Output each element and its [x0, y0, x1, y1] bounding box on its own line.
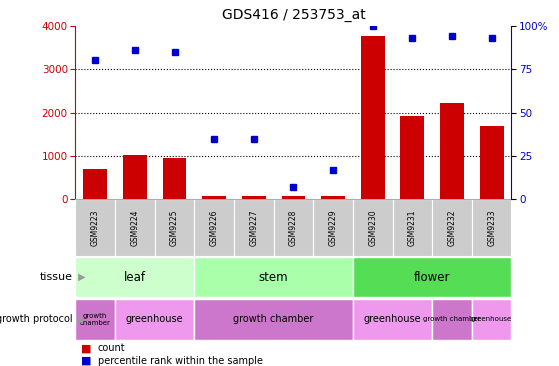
- Text: GSM9223: GSM9223: [91, 210, 100, 246]
- Text: ▶: ▶: [75, 314, 86, 324]
- Text: ▶: ▶: [75, 272, 86, 282]
- Bar: [234, 199, 274, 256]
- Bar: [163, 158, 187, 199]
- Bar: [400, 116, 424, 199]
- Bar: [75, 199, 115, 256]
- Text: GSM9226: GSM9226: [210, 210, 219, 246]
- Text: GSM9227: GSM9227: [249, 210, 258, 246]
- Bar: [83, 169, 107, 199]
- Bar: [195, 199, 234, 256]
- Bar: [155, 199, 195, 256]
- Text: stem: stem: [259, 271, 288, 284]
- Bar: [75, 299, 115, 340]
- Bar: [361, 36, 385, 199]
- Bar: [353, 199, 392, 256]
- Text: greenhouse: greenhouse: [471, 316, 512, 322]
- Bar: [472, 199, 511, 256]
- Bar: [115, 199, 155, 256]
- Bar: [123, 155, 147, 199]
- Bar: [472, 299, 511, 340]
- Text: ■: ■: [81, 355, 92, 366]
- Bar: [195, 257, 353, 298]
- Text: leaf: leaf: [124, 271, 146, 284]
- Bar: [195, 299, 353, 340]
- Bar: [392, 199, 432, 256]
- Text: growth chamber: growth chamber: [234, 314, 314, 324]
- Bar: [274, 199, 313, 256]
- Bar: [321, 196, 345, 199]
- Text: ■: ■: [81, 343, 92, 354]
- Bar: [242, 197, 266, 199]
- Text: GSM9231: GSM9231: [408, 210, 417, 246]
- Text: growth protocol: growth protocol: [0, 314, 73, 324]
- Text: GSM9225: GSM9225: [170, 210, 179, 246]
- Text: flower: flower: [414, 271, 451, 284]
- Bar: [313, 199, 353, 256]
- Bar: [75, 257, 195, 298]
- Text: growth chamber: growth chamber: [423, 316, 481, 322]
- Bar: [440, 102, 464, 199]
- Text: GSM9233: GSM9233: [487, 209, 496, 246]
- Bar: [353, 299, 432, 340]
- Text: tissue: tissue: [40, 272, 73, 282]
- Text: GSM9232: GSM9232: [448, 210, 457, 246]
- Text: greenhouse: greenhouse: [364, 314, 421, 324]
- Text: GSM9224: GSM9224: [130, 210, 139, 246]
- Text: growth
chamber: growth chamber: [80, 313, 111, 326]
- Bar: [202, 196, 226, 199]
- Text: percentile rank within the sample: percentile rank within the sample: [98, 355, 263, 366]
- Bar: [480, 127, 504, 199]
- Text: GSM9230: GSM9230: [368, 209, 377, 246]
- Text: GSM9228: GSM9228: [289, 210, 298, 246]
- Text: count: count: [98, 343, 125, 354]
- Bar: [282, 197, 305, 199]
- Bar: [353, 257, 511, 298]
- Text: greenhouse: greenhouse: [126, 314, 183, 324]
- Title: GDS416 / 253753_at: GDS416 / 253753_at: [221, 8, 366, 22]
- Bar: [115, 299, 195, 340]
- Text: GSM9229: GSM9229: [329, 210, 338, 246]
- Bar: [432, 299, 472, 340]
- Bar: [432, 199, 472, 256]
